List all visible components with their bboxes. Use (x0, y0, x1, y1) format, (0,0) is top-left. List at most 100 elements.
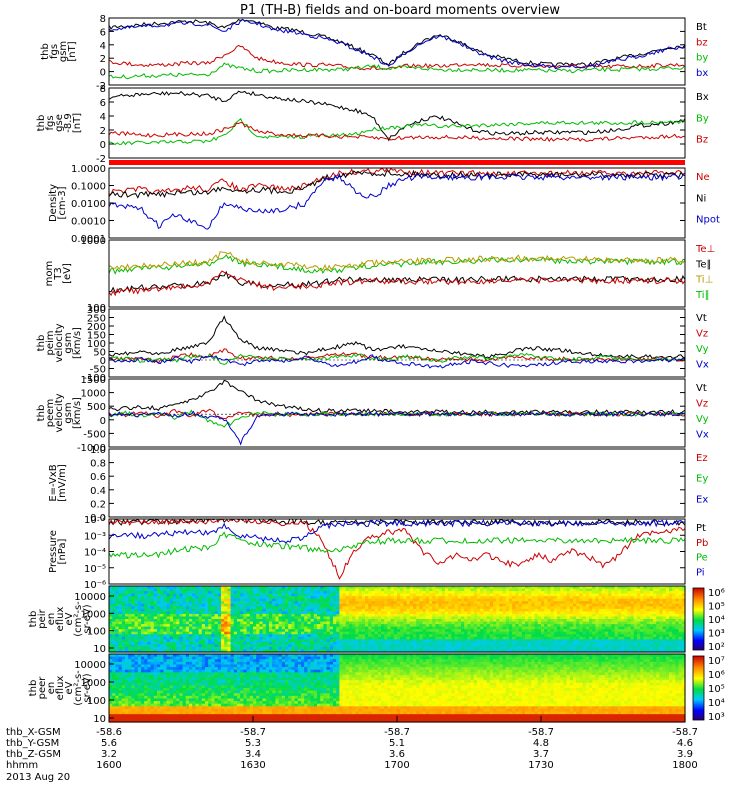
heatmap-cell (313, 606, 318, 610)
y-tick-label-efield: 0.8 (90, 459, 106, 470)
heatmap-cell (473, 603, 478, 607)
heatmap-cell (288, 621, 292, 625)
heatmap-cell (153, 596, 158, 600)
heatmap-cell (525, 621, 529, 625)
heatmap-cell (173, 616, 177, 620)
heatmap-cell (515, 626, 520, 630)
heatmap-cell (365, 644, 369, 648)
y-tick-label-peimvel: 250 (87, 314, 106, 325)
heatmap-cell (358, 586, 363, 590)
heatmap-cell (640, 591, 644, 595)
heatmap-cell (633, 598, 638, 602)
heatmap-cell (665, 588, 670, 592)
heatmap-cell (486, 593, 491, 597)
heatmap-cell (582, 629, 587, 633)
y-label-efield: E=-VxB (48, 464, 59, 501)
y-tick-label-peimvel: -50 (90, 365, 106, 376)
heatmap-cell (550, 586, 555, 590)
heatmap-cell (355, 603, 360, 607)
heatmap-cell (438, 639, 443, 643)
heatmap-cell (633, 613, 638, 618)
heatmap-cell (336, 603, 340, 607)
heatmap-cell (611, 593, 616, 597)
heatmap-cell (531, 626, 536, 630)
heatmap-cell (371, 631, 376, 635)
y-tick-label-fgs: 8 (100, 14, 106, 25)
heatmap-cell (147, 626, 152, 630)
heatmap-cell (265, 646, 270, 651)
heatmap-cell (445, 624, 449, 628)
heatmap-cell (374, 588, 379, 592)
heatmap-cell (358, 608, 363, 612)
heatmap-cell (384, 601, 388, 605)
heatmap-cell (249, 603, 254, 607)
heatmap-cell (582, 601, 587, 605)
heatmap-cell (461, 644, 465, 648)
heatmap-cell (320, 626, 324, 630)
heatmap-cell (230, 603, 235, 607)
heatmap-cell (640, 636, 644, 640)
heatmap-cell (585, 598, 590, 602)
heatmap-cell (678, 606, 683, 610)
heatmap-cell (285, 619, 289, 623)
heatmap-cell (678, 636, 683, 640)
heatmap-cell (678, 598, 683, 602)
heatmap-cell (390, 629, 395, 633)
heatmap-cell (288, 598, 292, 602)
heatmap-cell (553, 639, 558, 643)
heatmap-cell (633, 596, 638, 600)
heatmap-cell (518, 619, 523, 623)
heatmap-cell (486, 639, 491, 643)
heatmap-cell (429, 641, 433, 645)
heatmap-cell (173, 588, 177, 592)
heatmap-cell (176, 646, 180, 651)
heatmap-cell (681, 613, 686, 618)
heatmap-cell (358, 593, 363, 597)
heatmap-cell (144, 624, 148, 628)
heatmap-cell (201, 603, 206, 607)
heatmap-cell (221, 644, 225, 648)
heatmap-cell (592, 634, 596, 638)
heatmap-cell (480, 626, 484, 630)
heatmap-cell (217, 624, 222, 628)
heatmap-cell (409, 596, 414, 600)
heatmap-cell (589, 629, 593, 633)
heatmap-cell (643, 596, 648, 600)
heatmap-cell (608, 639, 612, 643)
heatmap-cell (569, 593, 574, 597)
heatmap-cell (627, 639, 632, 643)
heatmap-cell (137, 631, 142, 635)
heatmap-cell (585, 613, 590, 618)
heatmap-cell (502, 634, 507, 638)
heatmap-cell (429, 591, 433, 595)
heatmap-cell (403, 646, 408, 651)
heatmap-cell (377, 619, 382, 623)
heatmap-cell (368, 639, 372, 643)
heatmap-cell (368, 619, 372, 623)
heatmap-cell (553, 619, 558, 623)
heatmap-cell (483, 636, 488, 640)
heatmap-cell (157, 619, 161, 623)
heatmap-cell (589, 636, 593, 640)
heatmap-cell (576, 596, 580, 600)
heatmap-cell (153, 598, 158, 602)
heatmap-cell (451, 636, 456, 640)
heatmap-cell (230, 613, 235, 618)
heatmap-cell (585, 586, 590, 590)
heatmap-cell (163, 626, 168, 630)
heatmap-cell (384, 639, 388, 643)
heatmap-cell (534, 608, 539, 612)
heatmap-cell (262, 608, 267, 612)
heatmap-cell (230, 644, 235, 648)
heatmap-cell (441, 646, 446, 651)
heatmap-cell (397, 649, 401, 653)
heatmap-cell (569, 603, 574, 607)
heatmap-cell (601, 611, 606, 615)
heatmap-cell (512, 624, 516, 628)
heatmap-cell (448, 613, 452, 618)
heatmap-cell (352, 601, 356, 605)
heatmap-cell (307, 619, 312, 623)
heatmap-cell (115, 606, 120, 610)
heatmap-cell (336, 644, 340, 648)
heatmap-cell (499, 646, 504, 651)
